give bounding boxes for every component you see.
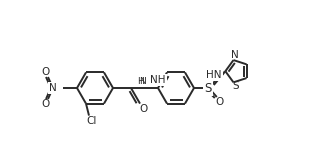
Text: S: S [204,82,212,94]
Text: N: N [231,50,238,60]
Text: O: O [216,69,224,79]
Text: N: N [139,76,146,85]
Text: O: O [41,99,49,109]
Text: S: S [232,81,239,91]
Text: Cl: Cl [87,116,97,126]
Text: NH: NH [150,75,166,85]
Text: O: O [139,104,147,114]
Text: HN: HN [206,70,221,80]
Text: O: O [41,67,49,77]
Text: H: H [137,76,143,85]
Text: N: N [49,83,57,93]
Text: O: O [216,97,224,107]
